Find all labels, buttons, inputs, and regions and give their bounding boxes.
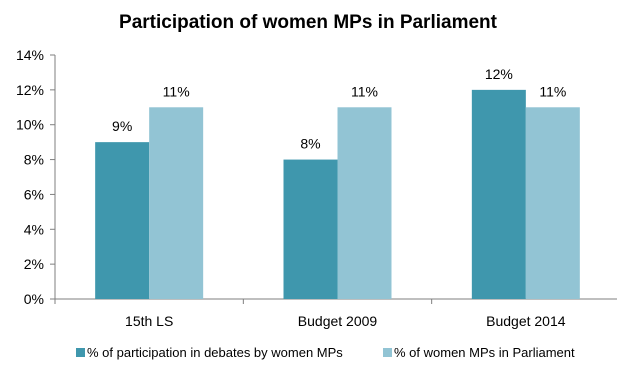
bar <box>149 107 204 300</box>
bar-value-label: 12% <box>485 66 513 82</box>
bars <box>95 89 580 300</box>
y-tick-label: 8% <box>24 152 44 168</box>
y-tick-label: 0% <box>24 291 44 307</box>
legend-swatch <box>383 348 392 357</box>
x-category-label: Budget 2009 <box>298 313 378 329</box>
bar <box>525 107 580 300</box>
y-tick-label: 2% <box>24 256 44 272</box>
y-tick-label: 14% <box>16 47 44 63</box>
x-category-label: 15th LS <box>125 313 173 329</box>
bar-value-label: 9% <box>112 118 132 134</box>
axes: 0% 2% 4% 6% 8% 10% 12% 14% 15th LS Budget 2009 Bud… <box>16 47 617 329</box>
bar-value-label: 11% <box>539 83 566 99</box>
legend-swatch <box>76 348 85 357</box>
bar <box>95 142 150 299</box>
legend: % of participation in debates by women M… <box>76 345 575 360</box>
y-tick-label: 10% <box>16 117 44 133</box>
y-tick-label: 6% <box>24 186 44 202</box>
bar-value-label: 11% <box>163 83 190 99</box>
legend-label: % of women MPs in Parliament <box>394 345 575 360</box>
y-tick-label: 12% <box>16 82 44 98</box>
bar <box>337 107 392 300</box>
bar-value-label: 11% <box>351 83 378 99</box>
bar <box>283 159 338 299</box>
bar <box>471 89 526 299</box>
x-category-label: Budget 2014 <box>486 313 566 329</box>
data-labels: 9% 11% 8% 11% 12% 11% <box>112 66 566 152</box>
bar-value-label: 8% <box>300 136 320 152</box>
legend-label: % of participation in debates by women M… <box>87 345 343 360</box>
y-tick-label: 4% <box>24 221 44 237</box>
chart-title: Participation of women MPs in Parliament <box>119 12 498 33</box>
